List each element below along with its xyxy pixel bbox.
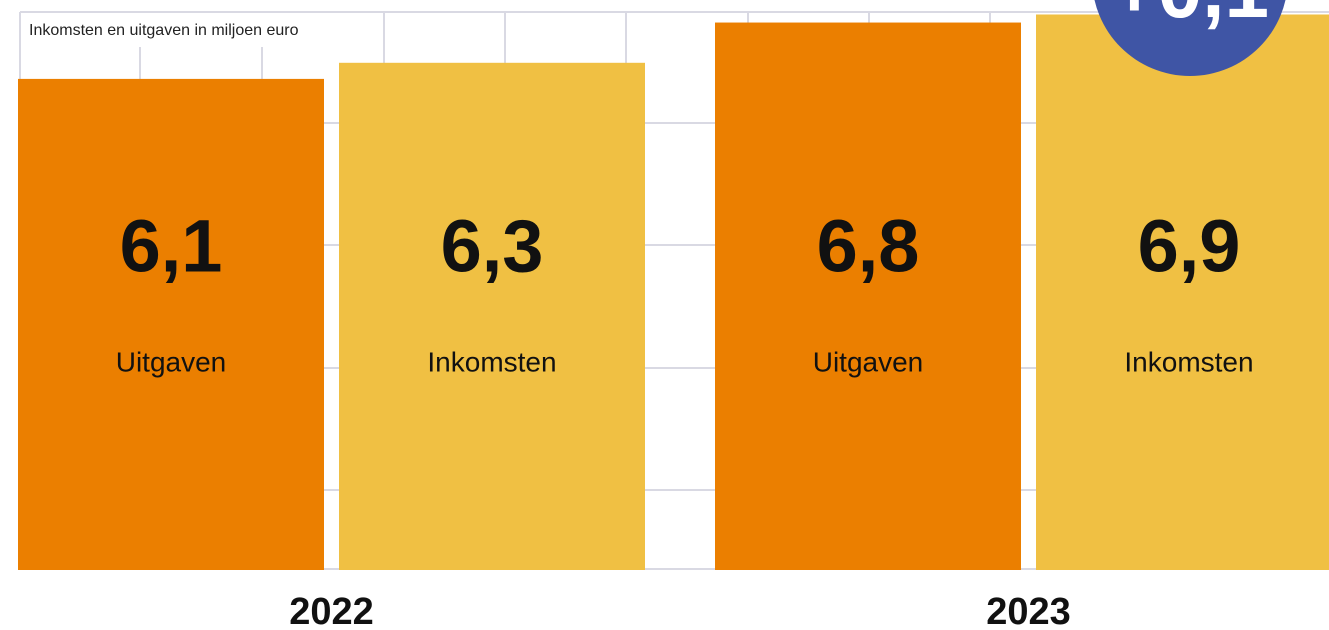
bar xyxy=(715,22,1021,571)
title-box xyxy=(21,13,383,47)
bar xyxy=(18,78,324,570)
x-tick-label: 2023 xyxy=(986,591,1071,630)
series-label: Inkomsten xyxy=(1124,346,1253,377)
series-label: Uitgaven xyxy=(813,346,924,377)
annotation: +0,1 xyxy=(1111,0,1269,34)
value-label: 6,1 xyxy=(120,205,223,288)
value-label: 6,8 xyxy=(817,205,920,288)
series-label: Inkomsten xyxy=(427,346,556,377)
x-tick-label: 2022 xyxy=(289,591,374,630)
bar xyxy=(339,62,645,571)
series-label: Uitgaven xyxy=(116,346,227,377)
chart-title: Inkomsten en uitgaven in miljoen euro xyxy=(29,22,299,39)
annotation-badge xyxy=(1094,0,1286,76)
value-label: 6,9 xyxy=(1138,205,1241,288)
bar xyxy=(1036,14,1329,571)
value-label: 6,3 xyxy=(441,205,544,288)
